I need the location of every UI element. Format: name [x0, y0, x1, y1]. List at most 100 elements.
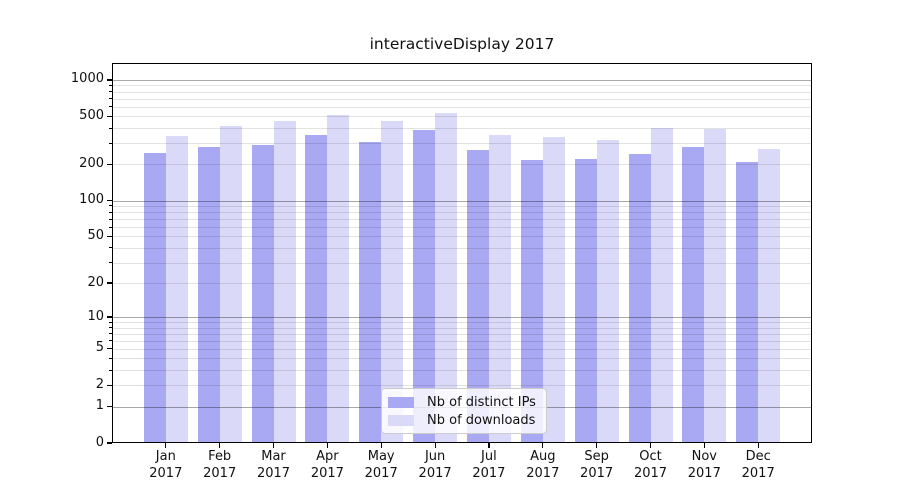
bar-downloads-may: [381, 121, 404, 443]
gridline-y-900: [112, 85, 812, 87]
x-tick-sep: [596, 443, 598, 448]
y-tick-label-500: 500: [79, 107, 104, 123]
bar-downloads-nov: [704, 128, 727, 443]
legend-swatch-downloads: [388, 415, 414, 426]
x-tick-label-oct: Oct 2017: [633, 449, 668, 481]
y-minor-tick-60: [109, 226, 112, 228]
bar-downloads-jun: [435, 112, 458, 443]
gridline-y-700: [112, 98, 812, 100]
y-tick-label-2: 2: [95, 376, 104, 392]
x-tick-oct: [649, 443, 652, 448]
gridline-y-10: [112, 317, 812, 318]
y-tick-50: [107, 235, 112, 238]
x-tick-label-jan: Jan 2017: [149, 449, 183, 481]
y-tick-label-10: 10: [87, 308, 104, 324]
gridline-y-90: [112, 205, 812, 207]
bar-downloads-feb: [219, 126, 242, 443]
gridline-y-300: [112, 143, 812, 145]
x-tick-label-apr: Apr 2017: [310, 449, 344, 481]
gridline-y-2: [112, 385, 812, 387]
y-tick-200: [107, 163, 112, 165]
bar-distinct-ips-sep: [574, 158, 597, 443]
gridline-y-600: [112, 106, 812, 108]
y-tick-label-200: 200: [79, 155, 104, 171]
x-tick-label-jun: Jun 2017: [418, 449, 452, 481]
y-minor-tick-70: [109, 218, 112, 220]
bar-distinct-ips-dec: [736, 162, 759, 443]
bar-downloads-oct: [650, 128, 673, 443]
y-tick-label-5: 5: [95, 340, 104, 356]
gridline-y-80: [112, 212, 812, 214]
gridline-y-800: [112, 91, 812, 93]
y-tick-label-20: 20: [87, 274, 104, 290]
gridline-y-500: [112, 116, 812, 118]
bar-distinct-ips-apr: [305, 134, 328, 443]
y-minor-tick-800: [109, 91, 112, 93]
gridline-y-70: [112, 219, 812, 220]
x-tick-jul: [488, 443, 490, 448]
y-minor-tick-900: [109, 84, 112, 86]
bar-downloads-mar: [273, 121, 296, 443]
y-minor-tick-30: [109, 262, 112, 263]
y-tick-20: [107, 282, 112, 284]
y-tick-label-50: 50: [87, 227, 104, 243]
gridline-y-4: [112, 358, 812, 360]
x-tick-label-aug: Aug 2017: [526, 449, 560, 481]
y-tick-label-0: 0: [95, 434, 104, 450]
y-minor-tick-400: [109, 127, 112, 129]
x-tick-feb: [219, 443, 221, 448]
y-minor-tick-4: [109, 357, 112, 359]
x-tick-jun: [434, 443, 436, 448]
chart-title: interactiveDisplay 2017: [369, 35, 555, 53]
bar-distinct-ips-jul: [466, 150, 489, 443]
y-tick-1000: [107, 79, 112, 81]
bar-distinct-ips-jan: [143, 153, 166, 443]
x-tick-label-feb: Feb 2017: [203, 449, 237, 481]
y-minor-tick-9: [109, 321, 112, 323]
bar-downloads-sep: [596, 140, 619, 443]
x-tick-label-mar: Mar 2017: [256, 449, 291, 481]
y-tick-2: [107, 384, 112, 386]
x-tick-may: [380, 443, 382, 448]
gridline-y-30: [112, 262, 812, 264]
y-minor-tick-80: [109, 211, 112, 213]
gridline-y-7: [112, 333, 812, 335]
plot-area: Nb of distinct IPs Nb of downloads: [112, 63, 812, 443]
gridline-y-1000: [112, 79, 812, 81]
gridline-y-400: [112, 128, 812, 129]
y-tick-10: [107, 316, 112, 318]
y-tick-0: [107, 442, 112, 444]
bar-distinct-ips-may: [359, 141, 382, 443]
gridline-y-5: [112, 348, 812, 350]
bar-downloads-aug: [542, 136, 565, 443]
gridline-y-9: [112, 322, 812, 323]
gridline-y-20: [112, 283, 812, 284]
y-tick-label-1: 1: [95, 398, 104, 414]
y-tick-100: [107, 199, 112, 202]
gridline-y-3: [112, 370, 812, 372]
y-minor-tick-6: [109, 340, 112, 342]
legend-label-distinct-ips: Nb of distinct IPs: [427, 395, 536, 410]
x-tick-label-jul: Jul 2017: [472, 449, 506, 481]
bar-distinct-ips-mar: [251, 144, 274, 443]
y-minor-tick-3: [109, 369, 112, 371]
bar-distinct-ips-nov: [682, 146, 705, 443]
y-minor-tick-40: [109, 247, 112, 249]
x-tick-nov: [703, 443, 705, 448]
bar-distinct-ips-oct: [628, 153, 651, 443]
bars-layer: [112, 63, 812, 443]
y-minor-tick-600: [109, 106, 112, 108]
x-tick-label-dec: Dec 2017: [741, 449, 775, 481]
bar-distinct-ips-jun: [413, 129, 436, 443]
grid-layer: [112, 63, 812, 443]
bar-downloads-jul: [488, 135, 511, 443]
legend-item-distinct-ips: Nb of distinct IPs: [388, 394, 540, 411]
gridline-y-40: [112, 247, 812, 249]
gridline-y-100: [112, 200, 812, 202]
gridline-y-8: [112, 327, 812, 329]
x-tick-label-sep: Sep 2017: [580, 449, 614, 481]
legend-item-downloads: Nb of downloads: [388, 412, 540, 429]
gridline-y-60: [112, 227, 812, 228]
x-tick-jan: [165, 443, 167, 448]
y-minor-tick-90: [109, 205, 112, 207]
